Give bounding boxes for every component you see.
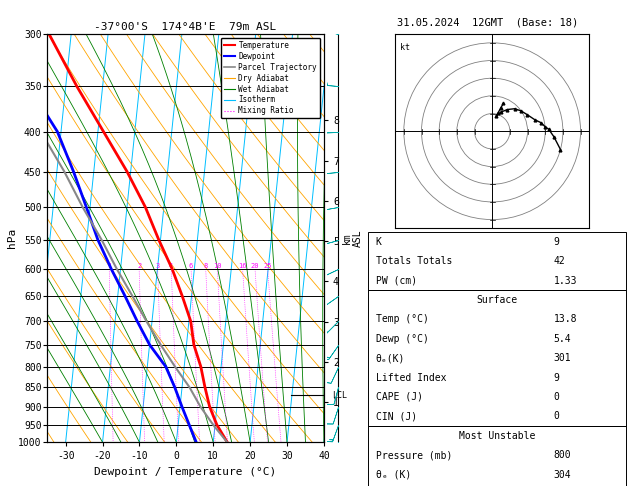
Text: 6: 6	[189, 263, 193, 269]
Text: 3: 3	[155, 263, 160, 269]
Text: 1.33: 1.33	[554, 276, 577, 286]
Text: 5.4: 5.4	[554, 334, 571, 344]
Text: 301: 301	[554, 353, 571, 363]
Text: LCL: LCL	[332, 391, 347, 399]
Text: 1: 1	[107, 263, 111, 269]
Text: 42: 42	[554, 256, 565, 266]
Y-axis label: hPa: hPa	[7, 228, 17, 248]
Text: 9: 9	[554, 373, 560, 382]
Text: θₑ (K): θₑ (K)	[376, 469, 411, 480]
Text: K: K	[376, 237, 382, 247]
Text: 0: 0	[554, 411, 560, 421]
Text: 25: 25	[264, 263, 272, 269]
Text: 13.8: 13.8	[554, 314, 577, 324]
Text: Surface: Surface	[476, 295, 518, 305]
Text: 16: 16	[238, 263, 247, 269]
Text: 20: 20	[251, 263, 259, 269]
Y-axis label: km
ASL: km ASL	[342, 229, 363, 247]
Text: θₑ(K): θₑ(K)	[376, 353, 405, 363]
Title: -37°00'S  174°4B'E  79m ASL: -37°00'S 174°4B'E 79m ASL	[94, 22, 277, 32]
Text: Lifted Index: Lifted Index	[376, 373, 446, 382]
Text: Most Unstable: Most Unstable	[459, 431, 535, 441]
Text: 0: 0	[554, 392, 560, 402]
Text: 9: 9	[554, 237, 560, 247]
Text: Temp (°C): Temp (°C)	[376, 314, 428, 324]
Text: PW (cm): PW (cm)	[376, 276, 417, 286]
Text: 31.05.2024  12GMT  (Base: 18): 31.05.2024 12GMT (Base: 18)	[397, 17, 578, 27]
Text: CIN (J): CIN (J)	[376, 411, 417, 421]
Text: 304: 304	[554, 469, 571, 480]
Text: kt: kt	[400, 43, 410, 52]
Text: Totals Totals: Totals Totals	[376, 256, 452, 266]
Text: 10: 10	[213, 263, 221, 269]
Text: 800: 800	[554, 450, 571, 460]
Legend: Temperature, Dewpoint, Parcel Trajectory, Dry Adiabat, Wet Adiabat, Isotherm, Mi: Temperature, Dewpoint, Parcel Trajectory…	[221, 38, 320, 119]
X-axis label: Dewpoint / Temperature (°C): Dewpoint / Temperature (°C)	[94, 467, 277, 477]
Text: 8: 8	[204, 263, 208, 269]
Text: Dewp (°C): Dewp (°C)	[376, 334, 428, 344]
Text: CAPE (J): CAPE (J)	[376, 392, 423, 402]
Text: 2: 2	[137, 263, 142, 269]
Text: Pressure (mb): Pressure (mb)	[376, 450, 452, 460]
Text: 4: 4	[169, 263, 174, 269]
